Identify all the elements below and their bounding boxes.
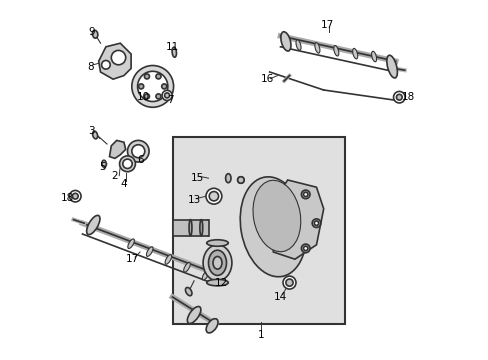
Ellipse shape [200,220,203,236]
Text: 7: 7 [167,95,174,105]
Ellipse shape [189,220,192,236]
Text: 12: 12 [214,278,227,288]
Ellipse shape [213,256,222,269]
Circle shape [69,190,81,202]
Circle shape [144,74,149,79]
Text: 4: 4 [121,179,127,189]
Circle shape [311,219,320,228]
Polygon shape [99,43,131,79]
Ellipse shape [206,319,218,333]
Circle shape [205,188,222,204]
Circle shape [162,90,172,100]
Circle shape [127,140,149,162]
Text: 15: 15 [191,173,204,183]
Ellipse shape [240,177,306,277]
Circle shape [156,74,161,79]
Text: 9: 9 [88,27,95,37]
Ellipse shape [371,51,376,62]
Circle shape [396,94,401,100]
Circle shape [102,60,110,69]
Ellipse shape [206,279,228,286]
Circle shape [139,84,143,89]
Ellipse shape [185,288,192,296]
Ellipse shape [203,245,231,281]
Circle shape [314,221,318,225]
Circle shape [72,193,78,199]
Text: 13: 13 [187,195,200,205]
Ellipse shape [146,247,153,256]
Text: 3: 3 [88,126,95,136]
Ellipse shape [92,30,98,38]
Circle shape [237,177,244,183]
Ellipse shape [208,250,226,275]
Circle shape [303,246,307,251]
Text: 6: 6 [137,155,143,165]
Polygon shape [109,140,125,158]
Polygon shape [273,180,323,259]
Bar [172,220,208,236]
Text: 18: 18 [61,193,74,203]
Ellipse shape [314,42,319,53]
FancyBboxPatch shape [172,137,345,324]
Circle shape [283,276,295,289]
Circle shape [120,156,135,172]
Text: 14: 14 [273,292,286,302]
Text: 10: 10 [137,92,150,102]
Ellipse shape [127,239,134,248]
Ellipse shape [172,47,176,57]
Text: 18: 18 [401,92,414,102]
Ellipse shape [333,45,338,56]
Ellipse shape [165,255,171,264]
Ellipse shape [187,306,201,324]
Circle shape [144,94,149,99]
Circle shape [111,50,125,65]
Circle shape [393,91,404,103]
Ellipse shape [102,160,106,167]
Ellipse shape [237,177,244,183]
Text: 2: 2 [111,171,118,181]
Ellipse shape [386,55,397,78]
Circle shape [156,94,161,99]
Circle shape [137,71,167,102]
Circle shape [285,279,292,286]
Text: 11: 11 [165,42,179,52]
Ellipse shape [183,262,190,272]
Circle shape [209,192,218,201]
Circle shape [162,84,166,89]
Ellipse shape [202,270,208,280]
Circle shape [122,159,132,168]
Ellipse shape [295,40,301,50]
Ellipse shape [252,180,300,252]
Text: 8: 8 [87,62,94,72]
Circle shape [303,192,307,197]
Text: 5: 5 [99,162,105,172]
Ellipse shape [86,215,100,235]
Circle shape [132,145,144,158]
Circle shape [164,93,169,98]
Circle shape [301,190,309,199]
Ellipse shape [92,131,98,139]
Circle shape [301,244,309,253]
Ellipse shape [280,32,290,51]
Ellipse shape [225,174,230,183]
Text: 16: 16 [261,74,274,84]
Text: 1: 1 [257,330,264,340]
Text: 17: 17 [320,20,333,30]
Ellipse shape [206,240,228,246]
Text: 17: 17 [126,254,139,264]
Circle shape [132,66,173,107]
Ellipse shape [352,48,357,59]
